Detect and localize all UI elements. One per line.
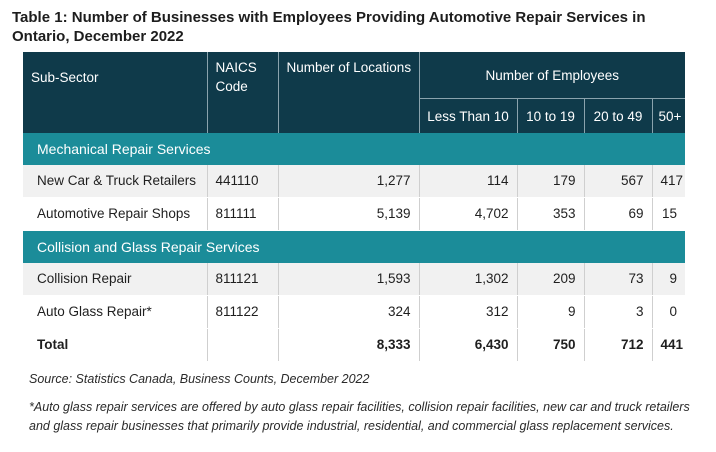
total-row: Total 8,333 6,430 750 712 441 (23, 328, 685, 362)
header-band-20-49: 20 to 49 (583, 98, 652, 133)
cell-subsector: Auto Glass Repair* (23, 295, 207, 329)
total-label: Total (23, 328, 207, 362)
header-naics: NAICS Code (206, 52, 278, 133)
header-employees: Number of Employees (418, 52, 685, 99)
header-band-10-19: 10 to 19 (516, 98, 584, 133)
table-title: Table 1: Number of Businesses with Emplo… (12, 9, 646, 45)
table-row: Auto Glass Repair* 811122 324 312 9 3 0 (23, 295, 685, 329)
header-subsector: Sub-Sector (23, 52, 207, 133)
cell-lt10: 114 (418, 165, 517, 198)
cell-20-49: 69 (583, 197, 652, 231)
cell-10-19: 179 (516, 165, 584, 198)
cell-50plus: 417 (651, 165, 685, 198)
footnote: *Auto glass repair services are offered … (29, 400, 690, 433)
section-collision-glass: Collision and Glass Repair Services (23, 230, 685, 263)
cell-code: 811111 (206, 197, 278, 231)
section-mechanical: Mechanical Repair Services (23, 133, 685, 165)
cell-20-49: 3 (583, 295, 652, 329)
source-note: Source: Statistics Canada, Business Coun… (29, 372, 370, 386)
cell-50plus: 9 (651, 263, 685, 296)
cell-subsector: Automotive Repair Shops (23, 197, 207, 231)
cell-locations: 1,593 (277, 263, 419, 296)
header-band-50plus: 50+ (651, 98, 685, 133)
cell-code: 441110 (206, 165, 278, 198)
cell-lt10: 4,702 (418, 197, 517, 231)
cell-subsector: Collision Repair (23, 263, 207, 296)
cell-20-49: 73 (583, 263, 652, 296)
cell-locations: 5,139 (277, 197, 419, 231)
header-locations: Number of Locations (277, 52, 419, 133)
cell-10-19: 9 (516, 295, 584, 329)
table-row: New Car & Truck Retailers 441110 1,277 1… (23, 165, 685, 198)
cell-50plus: 0 (651, 295, 685, 329)
total-10-19: 750 (516, 328, 584, 362)
total-lt10: 6,430 (418, 328, 517, 362)
total-20-49: 712 (583, 328, 652, 362)
cell-lt10: 312 (418, 295, 517, 329)
cell-50plus: 15 (651, 197, 685, 231)
cell-code: 811122 (206, 295, 278, 329)
cell-lt10: 1,302 (418, 263, 517, 296)
total-locations: 8,333 (277, 328, 419, 362)
total-code (206, 328, 278, 362)
cell-10-19: 209 (516, 263, 584, 296)
cell-locations: 1,277 (277, 165, 419, 198)
businesses-table: Sub-Sector NAICS Code Number of Location… (23, 52, 685, 362)
cell-locations: 324 (277, 295, 419, 329)
cell-10-19: 353 (516, 197, 584, 231)
cell-subsector: New Car & Truck Retailers (23, 165, 207, 198)
header-band-lt10: Less Than 10 (418, 98, 517, 133)
cell-20-49: 567 (583, 165, 652, 198)
total-50plus: 441 (651, 328, 685, 362)
table-row: Automotive Repair Shops 811111 5,139 4,7… (23, 197, 685, 231)
table-row: Collision Repair 811121 1,593 1,302 209 … (23, 263, 685, 296)
cell-code: 811121 (206, 263, 278, 296)
